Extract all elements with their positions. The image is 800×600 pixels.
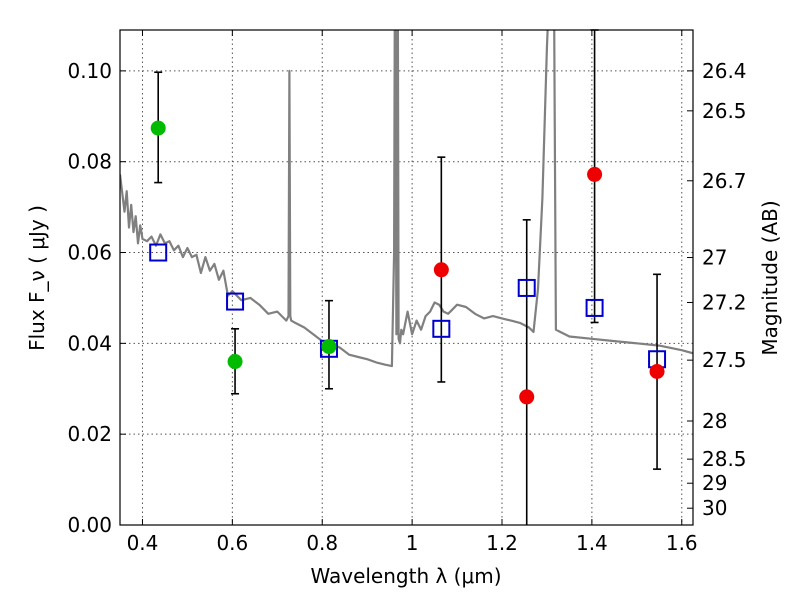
plot-background bbox=[120, 30, 693, 525]
hst-infrared-point bbox=[433, 262, 449, 278]
plot-data bbox=[120, 30, 693, 368]
magnitude-tick-label: 27.2 bbox=[702, 290, 747, 314]
model-photometry-square bbox=[149, 243, 168, 262]
magnitude-tick-label: 28.5 bbox=[702, 447, 747, 471]
hst-optical-point bbox=[227, 354, 243, 370]
hst-optical-point bbox=[321, 339, 337, 355]
magnitude-tick-label: 26.4 bbox=[702, 59, 747, 83]
x-tick-label: 0.8 bbox=[306, 531, 338, 555]
x-tick-label: 0.6 bbox=[216, 531, 248, 555]
y-axis: 0.00 0.02 0.04 0.06 0.08 0.10 bbox=[67, 59, 126, 537]
error-bars bbox=[149, 29, 667, 525]
magnitude-tick-label: 27 bbox=[702, 246, 727, 270]
plot-frame bbox=[119, 29, 694, 526]
magnitude-tick-label: 26.7 bbox=[702, 169, 747, 193]
y-axis-title: Flux F_ν ( μJy ) bbox=[25, 205, 49, 351]
y-tick-label: 0.08 bbox=[67, 150, 112, 174]
hst-infrared-point bbox=[519, 389, 535, 405]
grid bbox=[120, 30, 693, 525]
magnitude-tick-label: 29 bbox=[702, 471, 727, 495]
x-axis: 0.4 0.6 0.8 1 1.2 1.4 1.6 bbox=[127, 30, 698, 555]
model-sed-line bbox=[120, 30, 693, 368]
x-tick-label: 1.4 bbox=[576, 531, 608, 555]
model-photometry-square bbox=[432, 319, 451, 338]
hst-infrared-point bbox=[649, 364, 665, 380]
hst-optical-point bbox=[150, 120, 166, 136]
magnitude-tick-label: 27.5 bbox=[702, 348, 747, 372]
magnitude-tick-label: 30 bbox=[702, 496, 727, 520]
magnitude-tick-label: 26.5 bbox=[702, 99, 747, 123]
y-tick-label: 0.06 bbox=[67, 241, 112, 265]
y-tick-label: 0.02 bbox=[67, 422, 112, 446]
y-tick-label: 0.00 bbox=[67, 513, 112, 537]
model-photometry-square bbox=[517, 278, 536, 297]
x-tick-label: 0.4 bbox=[127, 531, 159, 555]
model-photometry-square bbox=[585, 298, 604, 317]
model-photometry-square bbox=[226, 292, 245, 311]
y-tick-label: 0.04 bbox=[67, 331, 112, 355]
x-tick-label: 1.6 bbox=[666, 531, 698, 555]
hst-infrared-point bbox=[587, 166, 603, 182]
right-axis-title: Magnitude (AB) bbox=[758, 200, 782, 355]
x-axis-title: Wavelength λ (μm) bbox=[310, 564, 501, 588]
x-tick-label: 1 bbox=[406, 531, 419, 555]
magnitude-tick-label: 28 bbox=[702, 409, 727, 433]
x-tick-label: 1.2 bbox=[486, 531, 518, 555]
y-tick-label: 0.10 bbox=[67, 59, 112, 83]
